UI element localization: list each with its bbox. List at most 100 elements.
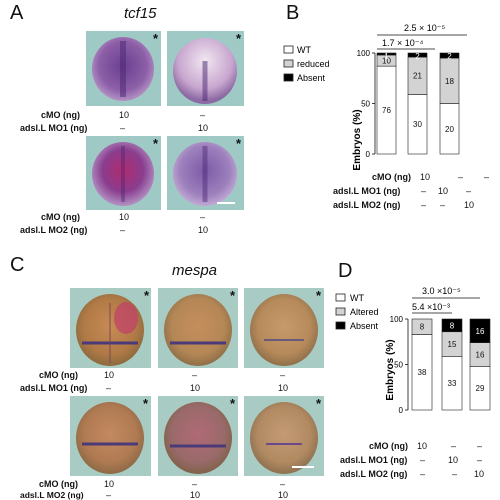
legend-b-reduced-swatch [283, 59, 294, 68]
chart-b-count-2-1: 18 [445, 77, 454, 86]
legend-d-altered-label: Altered [350, 307, 379, 317]
panel-a-row2-c1v1: 10 [119, 212, 130, 222]
pval-b-text-2: 1.7 × 10⁻⁴ [382, 38, 424, 48]
chart-b-count-0-1: 10 [382, 57, 391, 66]
d-x-row2-v1: – [420, 455, 426, 465]
legend-d: WT Altered Absent [335, 293, 379, 331]
chart-d-count-0-0: 38 [418, 368, 427, 377]
panel-a-label: A [10, 2, 24, 24]
d-x-row1-v2: – [451, 441, 457, 451]
chart-d-count-1-1: 15 [448, 340, 457, 349]
scale-bar-c [292, 466, 314, 468]
embryo-image-c6: * [244, 396, 324, 476]
chart-d-count-2-2: 16 [476, 327, 485, 336]
scale-bar-a [217, 202, 235, 204]
panel-c-row1-c1v2: – [106, 383, 112, 393]
legend-d-wt-label: WT [350, 293, 364, 303]
embryo-image-a3: * [86, 136, 161, 210]
d-x-row2-label: adsl.L MO1 (ng) [340, 455, 408, 465]
panel-a-row2-c2v1: – [200, 212, 206, 222]
panel-c-label: C [10, 254, 25, 276]
pval-b-text-1: 2.5 × 10⁻⁵ [404, 23, 446, 33]
chart-d-bar-0-1 [411, 318, 433, 335]
chart-d-tick-label-2: 100 [390, 315, 404, 324]
chart-b-count-0-0: 76 [382, 106, 391, 115]
panel-a-row2-label2: adsl.L MO2 (ng) [20, 225, 88, 235]
chart-d-tick-label-1: 50 [394, 361, 403, 370]
panel-c-row2-c3v2: 10 [278, 490, 289, 500]
embryo-image-c1: * [70, 288, 151, 368]
panel-a-gene-title: tcf15 [124, 5, 157, 22]
panel-c-row1-c3v1: – [280, 370, 286, 380]
embryo-image-a4: * [167, 136, 244, 210]
panel-a-row1-c1v1: 10 [119, 110, 130, 120]
pval-d-text-1: 3.0 ×10⁻⁵ [422, 286, 461, 296]
embryo-image-a1: * [86, 31, 161, 106]
panel-c-gene-title: mespa [172, 262, 218, 279]
chart-d-count-2-0: 29 [476, 384, 485, 393]
b-x-row3-v2: – [440, 200, 446, 210]
legend-b-absent-swatch [283, 73, 294, 82]
b-x-row3-v1: – [421, 200, 427, 210]
chart-b-count-0-2: 1 [384, 52, 389, 61]
b-x-row2-v3: – [466, 186, 472, 196]
d-x-row1-v3: – [477, 441, 483, 451]
b-x-row1-v3: – [484, 172, 490, 182]
b-x-row2-v2: 10 [438, 186, 449, 196]
chart-d-bar-2-2 [469, 318, 491, 343]
panel-c-row2-label1: cMO (ng) [39, 479, 78, 489]
legend-d-wt-swatch [335, 293, 346, 302]
embryo-image-c3: * [244, 288, 324, 368]
b-x-row3-label: adsl.L MO2 (ng) [333, 200, 401, 210]
legend-b-absent-label: Absent [297, 73, 326, 83]
panel-a-row2-c1v2: – [120, 225, 126, 235]
panel-c-row2-c2v1: – [192, 479, 198, 489]
pval-d-text-2: 5.4 ×10⁻³ [412, 302, 450, 312]
chart-b-ylabel: Embryos (%) [352, 109, 363, 170]
d-x-row1-label: cMO (ng) [369, 441, 408, 451]
panel-a-row1-c1v2: – [120, 123, 126, 133]
chart-b-tick-label-2: 100 [357, 49, 371, 58]
d-x-row2-v3: – [477, 455, 483, 465]
chart-d-ylabel: Embryos (%) [385, 339, 396, 400]
panel-c-row1-label2: adsl.L MO1 (ng) [20, 383, 88, 393]
b-x-row1-label: cMO (ng) [372, 172, 411, 182]
chart-b-bar-1-2 [407, 52, 428, 58]
chart-b-bar-2-2 [439, 52, 460, 59]
chart-b-ticks: 0 50 100 [357, 49, 375, 159]
chart-b-count-2-2: 2 [447, 52, 452, 61]
chart-b-count-1-1: 21 [413, 72, 422, 81]
embryo-image-c5: * [158, 396, 238, 476]
panel-c-row1-c1v1: 10 [104, 370, 115, 380]
panel-c-row2-c1v2: – [106, 490, 112, 500]
panel-a-row1-label2: adsl.L MO1 (ng) [20, 123, 88, 133]
chart-b-bars: 76 101 30 21 2 20 18 2 [376, 52, 460, 155]
panel-a-row1-label1: cMO (ng) [41, 110, 80, 120]
chart-d-ticks: 0 50 100 [390, 315, 408, 415]
legend-b-wt-swatch [283, 45, 294, 54]
b-x-row3-v3: 10 [464, 200, 475, 210]
legend-b-wt-label: WT [297, 45, 311, 55]
panel-c-row1-c3v2: 10 [278, 383, 289, 393]
chart-b-bar-0-2 [376, 52, 397, 56]
chart-b: WT reduced Absent 2.5 × 10⁻⁵ 1.7 × 10⁻⁴ … [283, 23, 467, 171]
panel-b-label: B [286, 2, 300, 24]
d-x-row2-v2: 10 [448, 455, 459, 465]
legend-b: WT reduced Absent [283, 45, 330, 83]
embryo-image-c4: * [70, 396, 151, 476]
chart-d-count-2-1: 16 [476, 350, 485, 359]
d-x-row3-v1: – [420, 469, 426, 479]
embryo-image-c2: * [158, 288, 238, 368]
embryo-image-a2: * [167, 31, 244, 106]
chart-b-count-2-0: 20 [445, 125, 454, 134]
panel-a-row1-c2v1: – [200, 110, 206, 120]
b-x-row1-v1: 10 [420, 172, 431, 182]
panel-d-label: D [338, 260, 353, 282]
panel-c-row2-c2v2: 10 [190, 490, 201, 500]
legend-b-reduced-label: reduced [297, 59, 330, 69]
panel-c-row1-c2v2: 10 [190, 383, 201, 393]
d-x-row3-label: adsl.L MO2 (ng) [340, 469, 408, 479]
panel-a-row2-c2v2: 10 [198, 225, 209, 235]
chart-d-count-0-1: 8 [420, 323, 425, 332]
legend-d-absent-swatch [335, 321, 346, 330]
